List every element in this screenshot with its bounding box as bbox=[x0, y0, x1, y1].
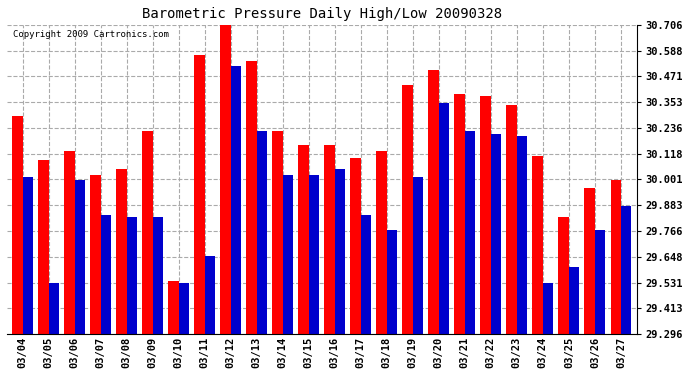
Bar bbox=[38, 160, 48, 334]
Bar bbox=[569, 267, 580, 334]
Bar bbox=[23, 177, 33, 334]
Bar bbox=[439, 103, 449, 334]
Bar bbox=[428, 70, 439, 334]
Title: Barometric Pressure Daily High/Low 20090328: Barometric Pressure Daily High/Low 20090… bbox=[141, 7, 502, 21]
Bar bbox=[230, 66, 241, 334]
Bar bbox=[12, 116, 23, 334]
Bar bbox=[246, 61, 257, 334]
Bar bbox=[152, 217, 163, 334]
Bar bbox=[351, 158, 361, 334]
Bar bbox=[491, 134, 501, 334]
Bar bbox=[517, 136, 527, 334]
Bar bbox=[376, 151, 387, 334]
Bar bbox=[48, 283, 59, 334]
Bar bbox=[195, 55, 205, 334]
Bar bbox=[361, 215, 371, 334]
Bar bbox=[308, 175, 319, 334]
Bar bbox=[220, 24, 230, 334]
Bar bbox=[168, 280, 179, 334]
Bar bbox=[90, 175, 101, 334]
Bar bbox=[64, 151, 75, 334]
Text: Copyright 2009 Cartronics.com: Copyright 2009 Cartronics.com bbox=[13, 30, 169, 39]
Bar bbox=[324, 145, 335, 334]
Bar bbox=[205, 256, 215, 334]
Bar bbox=[387, 230, 397, 334]
Bar bbox=[611, 180, 621, 334]
Bar bbox=[127, 217, 137, 334]
Bar bbox=[621, 206, 631, 334]
Bar bbox=[335, 169, 345, 334]
Bar bbox=[298, 145, 308, 334]
Bar bbox=[533, 156, 543, 334]
Bar bbox=[257, 132, 267, 334]
Bar bbox=[506, 105, 517, 334]
Bar bbox=[116, 169, 127, 334]
Bar bbox=[543, 283, 553, 334]
Bar bbox=[402, 86, 413, 334]
Bar bbox=[465, 132, 475, 334]
Bar bbox=[142, 132, 152, 334]
Bar bbox=[273, 132, 283, 334]
Bar bbox=[179, 283, 189, 334]
Bar bbox=[558, 217, 569, 334]
Bar bbox=[75, 180, 85, 334]
Bar bbox=[283, 175, 293, 334]
Bar bbox=[455, 94, 465, 334]
Bar bbox=[584, 189, 595, 334]
Bar bbox=[413, 177, 423, 334]
Bar bbox=[480, 96, 491, 334]
Bar bbox=[595, 230, 605, 334]
Bar bbox=[101, 215, 111, 334]
